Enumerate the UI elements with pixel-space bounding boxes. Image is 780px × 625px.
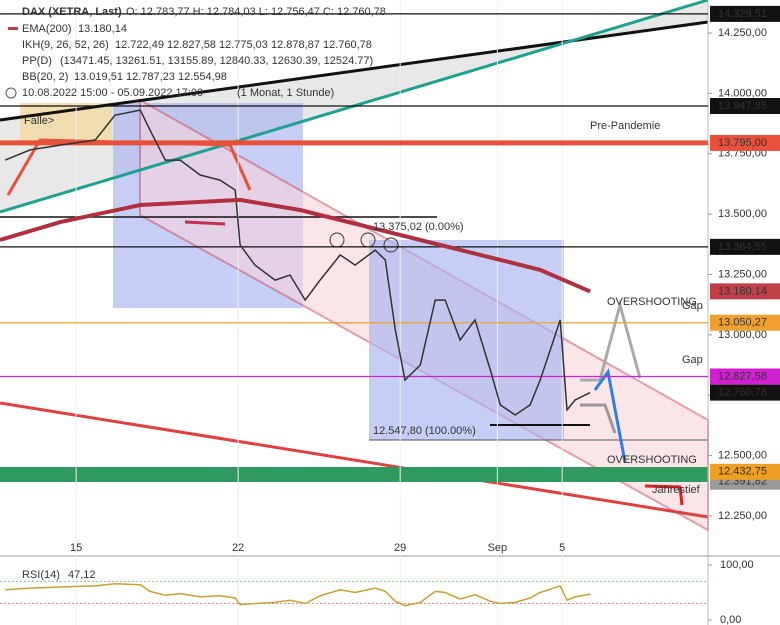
legend-value: (13471.45, 13261.51, 13155.89, 12840.33,…: [60, 55, 373, 67]
price-tag-label: 12.760,78: [718, 387, 767, 399]
series-name: DAX (XETRA, Last): [22, 6, 122, 18]
x-tick-label: Sep: [488, 542, 508, 554]
y-tick-label: 13.000,00: [718, 329, 767, 341]
legend-value: 13.019,51 12.787,23 12.554,98: [74, 71, 227, 83]
y-tick-label: 14.000,00: [718, 87, 767, 99]
ema-line: [0, 197, 591, 294]
x-tick-label: 5: [559, 542, 565, 554]
price-tag: [710, 384, 780, 401]
x-tick-label: 29: [394, 542, 406, 554]
price-tag: [710, 463, 780, 480]
y-tick-label: 14.250,00: [718, 27, 767, 39]
y-tick-label: 12.500,00: [718, 449, 767, 461]
price-tag: [710, 134, 780, 151]
rsi-value: 47,12: [68, 569, 96, 581]
price-line: [4, 109, 591, 416]
x-tick-label: 22: [232, 542, 244, 554]
annotation: 13.375,02 (0.00%): [373, 221, 464, 233]
legend-label: IKH(9, 26, 52, 26): [22, 39, 109, 51]
legend-label: BB(20, 2): [22, 71, 68, 83]
price-tag: [710, 283, 780, 300]
legend: DAX (XETRA, Last) O: 12.783,77 H: 12.784…: [5, 6, 386, 581]
rsi-line: [5, 582, 591, 607]
annotation: Gap: [682, 300, 703, 312]
price-tag-label: 13.947,85: [718, 100, 767, 112]
annotation: Falle>: [24, 115, 54, 127]
drawings: [0, 0, 709, 532]
y-tick-label: 12.250,00: [718, 510, 767, 522]
price-tag: [710, 98, 780, 115]
price-tag-label: 12.432,75: [718, 466, 767, 478]
rsi-label: RSI(14): [22, 569, 60, 581]
legend-value: 12.722,49 12.827,58 12.775,03 12.878,87 …: [115, 39, 372, 51]
y-tick-label: 0,00: [720, 614, 741, 625]
price-tag: [710, 314, 780, 331]
y-tick-label: 13.250,00: [718, 268, 767, 280]
annotation: OVERSHOOTING: [607, 296, 697, 308]
price-tag-label: 14.329,51: [718, 8, 767, 20]
legend-label: EMA(200): [22, 23, 72, 35]
legend-value: 13.180,14: [78, 23, 127, 35]
y-tick-label: 100,00: [720, 559, 754, 571]
annotation: 12.547,80 (100.00%): [373, 425, 476, 437]
annotation: OVERSHOOTING: [607, 454, 697, 466]
annotation: Gap: [682, 354, 703, 366]
price-tag-label: 13.180,14: [718, 285, 767, 297]
annotation: Pre-Pandemie: [590, 120, 660, 132]
period: 10.08.2022 15:00 - 05.09.2022 17:00: [22, 87, 203, 99]
annotation: Jahrestief: [652, 484, 701, 496]
ohlc: O: 12.783,77 H: 12.784,03 L: 12.756,47 C…: [126, 6, 386, 18]
price-tag: [710, 368, 780, 385]
period-note: (1 Monat, 1 Stunde): [237, 87, 334, 99]
y-tick-label: 13.500,00: [718, 208, 767, 220]
price-tag-label: 12.827,58: [718, 370, 767, 382]
price-tag-label: 13.050,27: [718, 317, 767, 329]
x-tick-label: 15: [70, 542, 82, 554]
price-tag-label: 13.795,00: [718, 137, 767, 149]
price-tag-label: 13.364,55: [718, 241, 767, 253]
price-tag: [710, 5, 780, 22]
legend-label: PP(D): [22, 55, 52, 67]
price-tag: [710, 238, 780, 255]
